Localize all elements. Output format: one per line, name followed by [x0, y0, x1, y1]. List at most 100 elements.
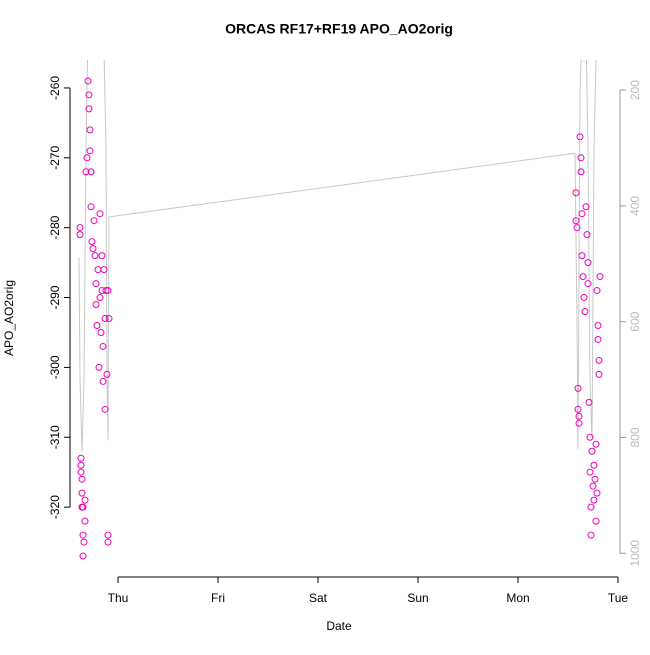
data-point — [576, 133, 584, 141]
data-point — [95, 363, 103, 371]
data-point — [87, 168, 95, 176]
data-point — [89, 245, 97, 253]
data-point — [587, 503, 595, 511]
line-layer — [78, 60, 597, 452]
data-point — [595, 370, 603, 378]
data-point — [100, 266, 108, 274]
data-point — [572, 217, 580, 225]
data-point — [76, 224, 84, 232]
data-point — [101, 405, 109, 413]
data-point — [86, 147, 94, 155]
data-point — [575, 419, 583, 427]
y2-tick-label: 1000 — [628, 540, 642, 567]
data-point — [574, 405, 582, 413]
data-line — [78, 60, 597, 452]
data-point — [83, 154, 91, 162]
data-point — [572, 189, 580, 197]
data-point — [586, 433, 594, 441]
data-point — [580, 294, 588, 302]
y2-tick-label: 400 — [628, 196, 642, 216]
data-point — [86, 126, 94, 134]
data-point — [590, 496, 598, 504]
data-point — [104, 531, 112, 539]
data-point — [583, 231, 591, 239]
data-point — [592, 440, 600, 448]
data-point — [98, 252, 106, 260]
data-point — [594, 335, 602, 343]
data-point — [105, 315, 113, 322]
x-tick-label: Sat — [309, 591, 328, 605]
data-point — [82, 168, 90, 176]
data-point — [103, 370, 111, 378]
data-point — [581, 308, 589, 316]
data-point — [587, 531, 595, 539]
data-point — [589, 482, 597, 490]
data-point — [575, 412, 583, 420]
data-point — [92, 301, 100, 309]
data-point — [99, 377, 107, 385]
data-point — [578, 210, 586, 218]
data-point — [596, 273, 604, 281]
x-tick-label: Fri — [211, 591, 225, 605]
data-point — [591, 475, 599, 483]
data-point — [97, 328, 105, 336]
data-point — [577, 154, 585, 162]
y-tick-label: -270 — [48, 145, 62, 169]
x-tick-label: Sun — [407, 591, 428, 605]
data-point — [79, 503, 87, 511]
y2-tick-label: 200 — [628, 80, 642, 100]
data-point — [588, 447, 596, 455]
data-point — [590, 461, 598, 469]
data-point — [79, 552, 87, 560]
data-point — [91, 252, 99, 260]
y-tick-label: -300 — [48, 355, 62, 379]
data-point — [81, 496, 89, 504]
data-point — [573, 224, 581, 232]
data-point — [586, 468, 594, 476]
data-point — [92, 280, 100, 288]
data-point — [584, 259, 592, 267]
data-point — [104, 287, 112, 295]
data-point — [96, 210, 104, 218]
data-point — [582, 203, 590, 211]
data-point — [585, 398, 593, 406]
data-point — [77, 461, 85, 469]
data-point — [85, 105, 93, 113]
data-point — [84, 77, 92, 85]
data-point — [85, 91, 93, 99]
data-point — [592, 517, 600, 525]
y-tick-label: -320 — [48, 495, 62, 519]
y-tick-label: -260 — [48, 76, 62, 100]
data-point — [594, 321, 602, 329]
data-point — [78, 489, 86, 497]
data-point — [77, 468, 85, 476]
data-point — [595, 356, 603, 364]
data-point — [104, 538, 112, 546]
x-tick-label: Thu — [108, 591, 129, 605]
data-point — [584, 280, 592, 288]
data-point — [78, 475, 86, 483]
y-tick-label: -310 — [48, 425, 62, 449]
y-tick-label: -290 — [48, 285, 62, 309]
data-point — [93, 321, 101, 329]
y2-tick-label: 800 — [628, 427, 642, 447]
data-point — [77, 454, 85, 462]
data-point — [90, 217, 98, 225]
data-point — [578, 252, 586, 260]
data-point — [79, 531, 87, 539]
data-point — [94, 266, 102, 274]
x-tick-label: Mon — [506, 591, 529, 605]
data-point — [80, 538, 88, 546]
data-point — [574, 384, 582, 392]
data-point — [87, 203, 95, 211]
data-point — [88, 238, 96, 246]
data-point — [577, 168, 585, 176]
data-point — [593, 489, 601, 497]
y2-tick-label: 600 — [628, 311, 642, 331]
x-tick-label: Tue — [608, 591, 629, 605]
data-point — [579, 273, 587, 281]
y-axis-label: APO_AO2orig — [2, 280, 16, 356]
data-point — [96, 294, 104, 302]
x-axis-label: Date — [326, 619, 352, 633]
